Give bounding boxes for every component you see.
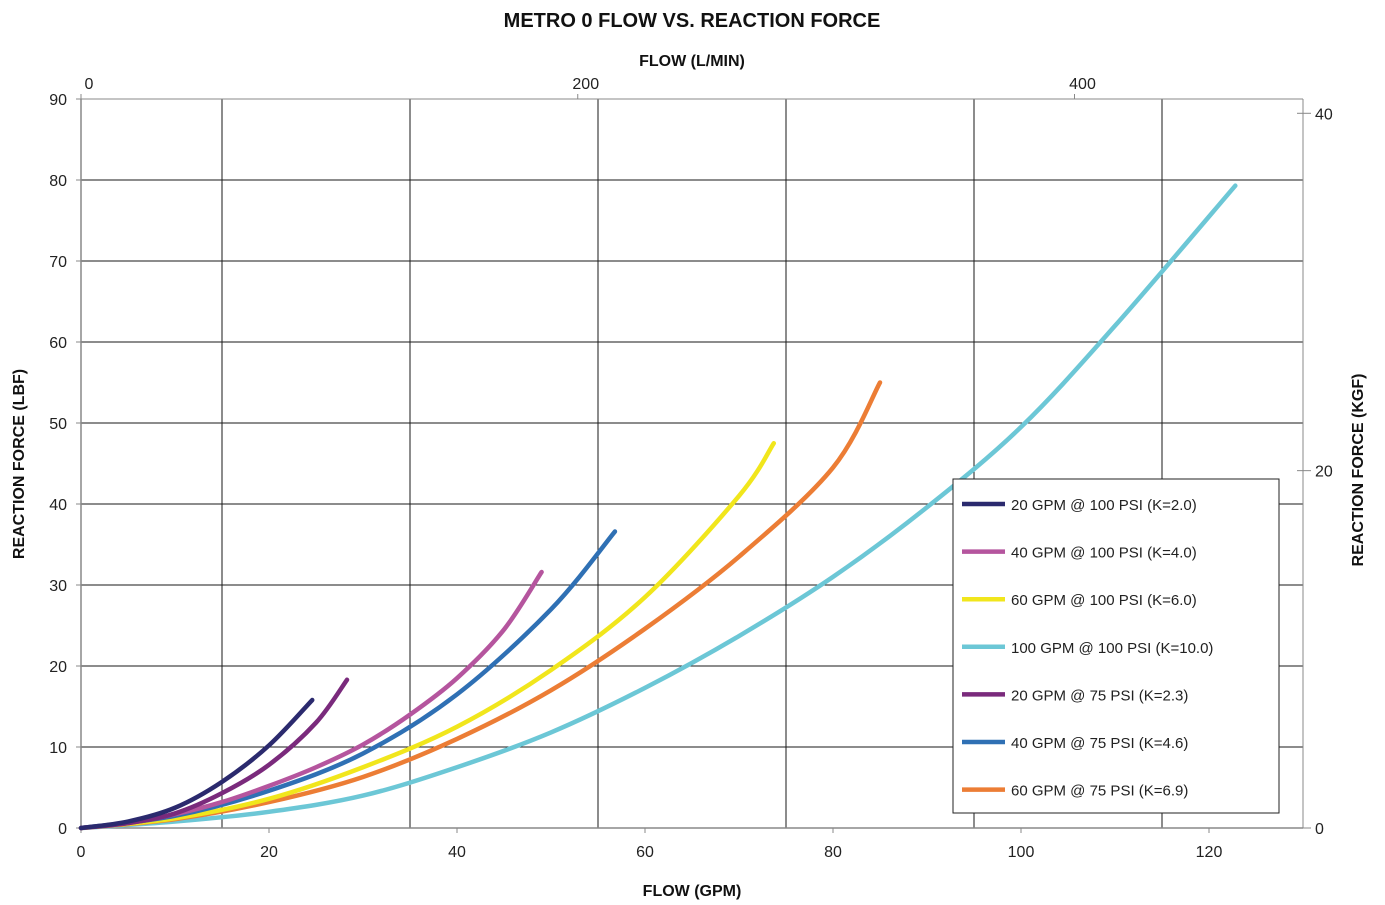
series-line	[78, 183, 1238, 831]
y-tick-label: 10	[49, 740, 67, 757]
x2-tick-label: 200	[572, 76, 599, 93]
x-tick-label: 100	[1008, 844, 1035, 861]
y-tick-label: 90	[49, 92, 67, 109]
x-tick-label: 120	[1196, 844, 1223, 861]
legend-label: 40 GPM @ 75 PSI (K=4.6)	[1011, 735, 1188, 752]
y2-tick-label: 40	[1315, 106, 1333, 123]
x-axis-title: FLOW (GPM)	[643, 883, 742, 900]
series-line	[78, 441, 777, 831]
y2-tick-label: 20	[1315, 464, 1333, 481]
legend-label: 60 GPM @ 100 PSI (K=6.0)	[1011, 592, 1197, 609]
x-tick-label: 0	[77, 844, 86, 861]
legend-label: 100 GPM @ 100 PSI (K=10.0)	[1011, 640, 1213, 657]
legend-label: 20 GPM @ 100 PSI (K=2.0)	[1011, 497, 1197, 514]
x-tick-label: 80	[824, 844, 842, 861]
y-axis-title: REACTION FORCE (LBF)	[11, 369, 28, 559]
gridlines	[81, 98, 1303, 828]
x2-tick-label: 400	[1069, 76, 1096, 93]
y-tick-label: 20	[49, 659, 67, 676]
x-tick-label: 40	[448, 844, 466, 861]
y-tick-label: 40	[49, 497, 67, 514]
x-tick-label: 20	[260, 844, 278, 861]
x-tick-label: 60	[636, 844, 654, 861]
y2-tick-label: 0	[1315, 821, 1324, 838]
top-axis-title: FLOW (L/MIN)	[639, 53, 745, 70]
y-tick-label: 30	[49, 578, 67, 595]
legend-label: 60 GPM @ 75 PSI (K=6.9)	[1011, 783, 1188, 800]
chart-title: METRO 0 FLOW VS. REACTION FORCE	[504, 10, 881, 32]
legend-label: 40 GPM @ 100 PSI (K=4.0)	[1011, 545, 1197, 562]
legend-box	[952, 478, 1280, 814]
y-tick-label: 70	[49, 254, 67, 271]
y-tick-label: 0	[58, 821, 67, 838]
y-tick-label: 60	[49, 335, 67, 352]
legend: 20 GPM @ 100 PSI (K=2.0) 40 GPM @ 100 PSI…	[952, 478, 1280, 814]
series-line	[78, 697, 315, 831]
x2-tick-label: 0	[85, 76, 94, 93]
legend-label: 20 GPM @ 75 PSI (K=2.3)	[1011, 687, 1188, 704]
y-tick-label: 80	[49, 173, 67, 190]
series-lines	[78, 183, 1238, 831]
y-tick-label: 50	[49, 416, 67, 433]
y2-axis-title: REACTION FORCE (KGF)	[1350, 374, 1367, 567]
